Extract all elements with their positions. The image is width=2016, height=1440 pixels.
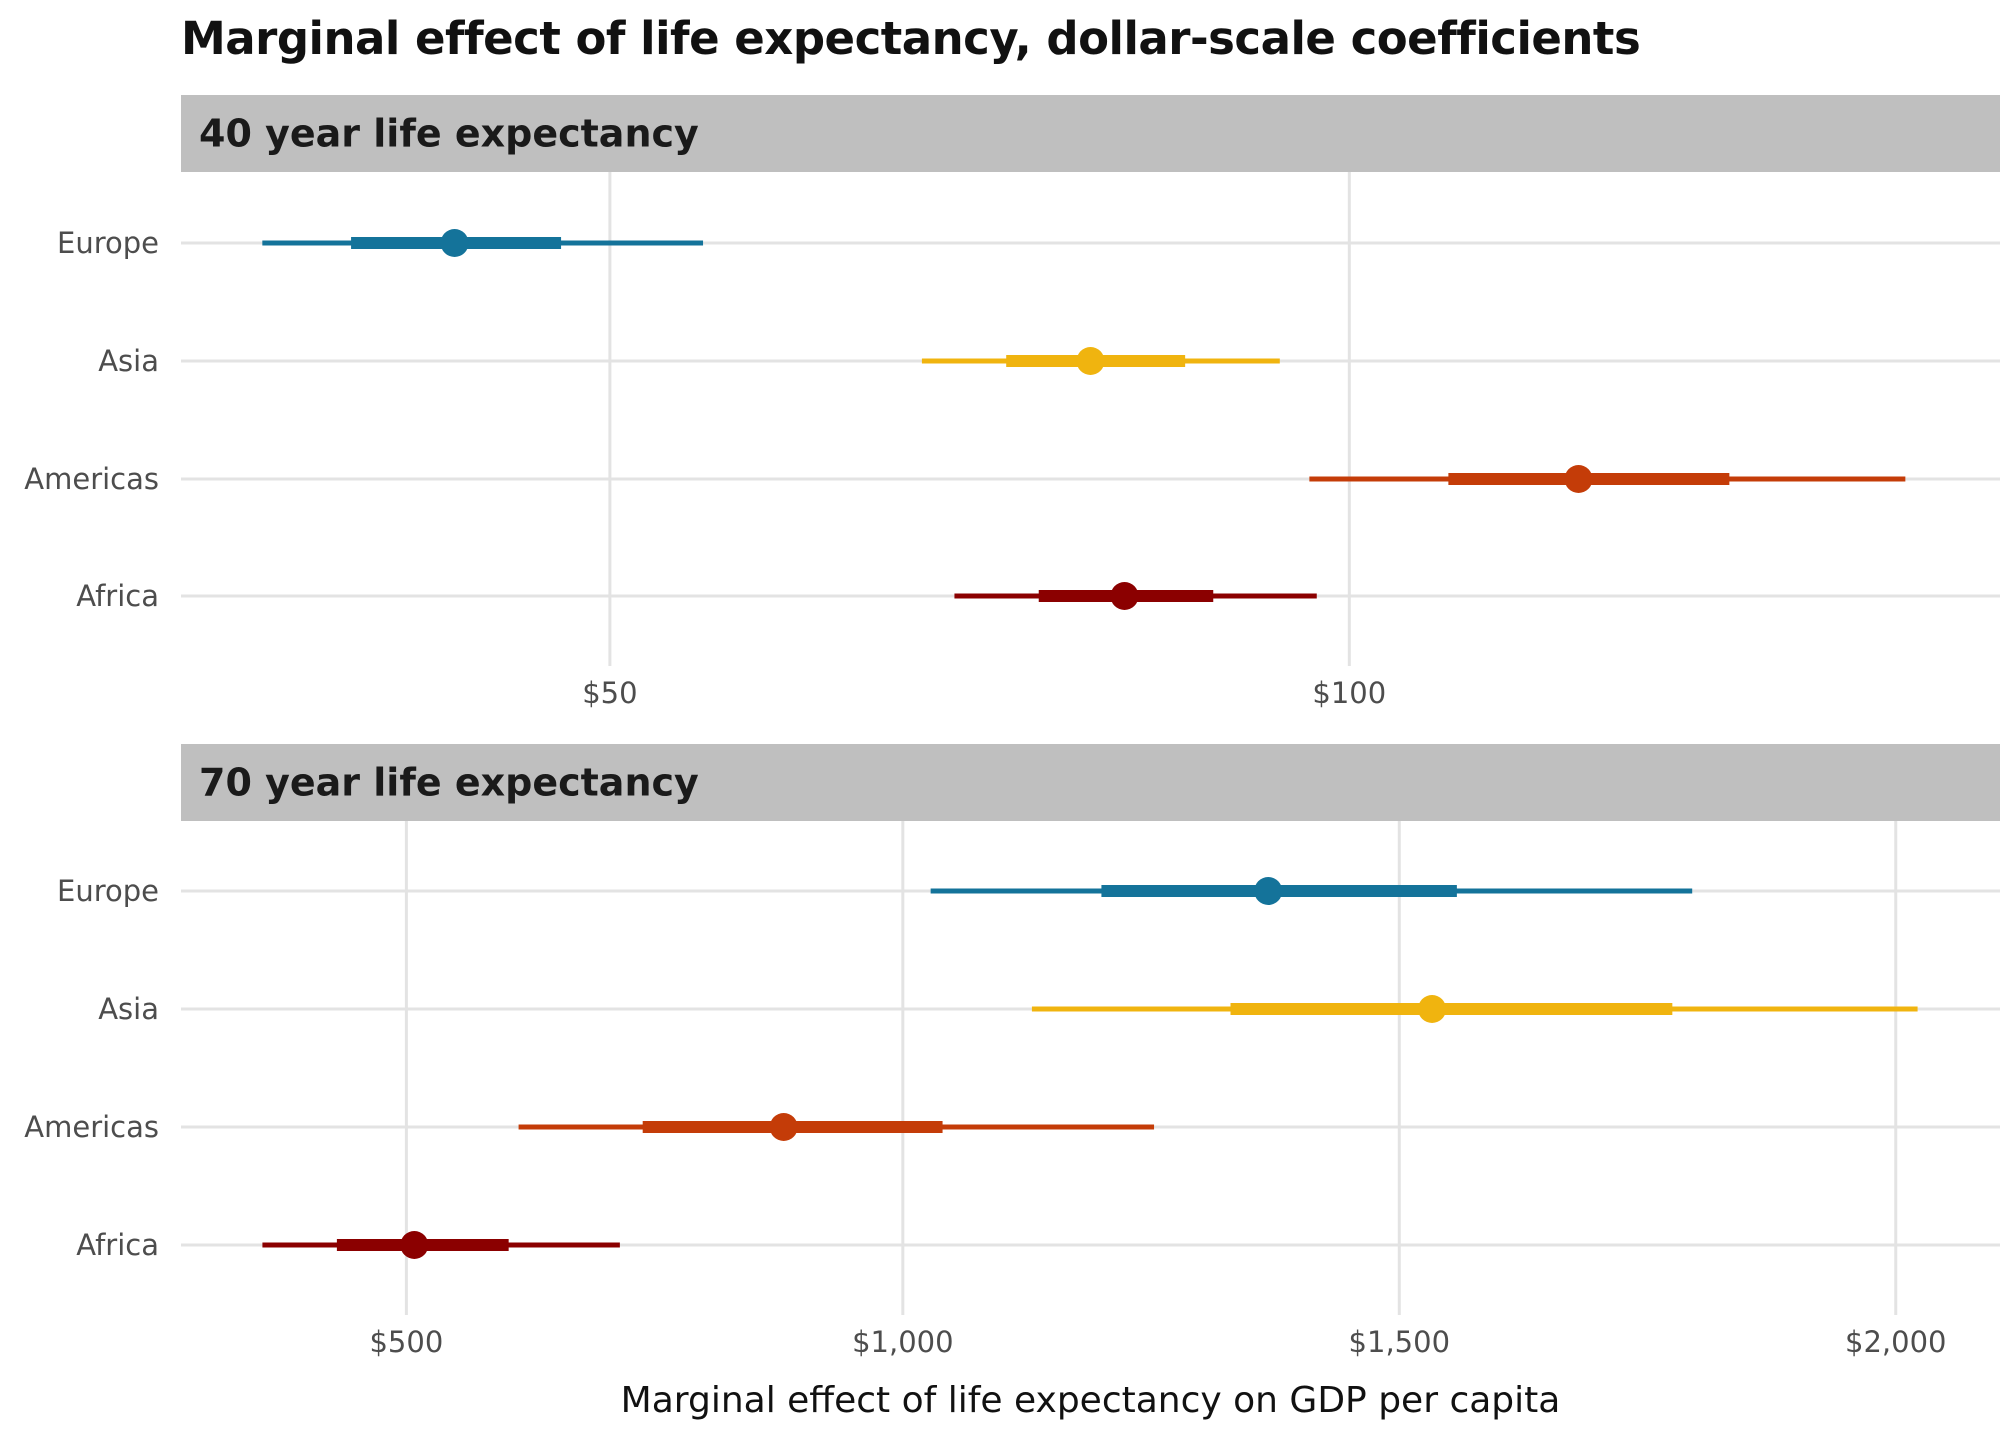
point-estimate-asia [1076,347,1105,375]
panel-strip [181,744,2000,821]
x-tick-label: $2,000 [1845,1325,1946,1359]
x-axis-title: Marginal effect of life expectancy on GD… [621,1380,1561,1421]
panel-strip [181,95,2000,172]
point-estimate-americas [1564,465,1593,493]
panel-title: 70 year life expectancy [199,761,699,805]
category-label: Asia [98,344,159,378]
point-estimate-europe [1254,877,1283,905]
category-label: Africa [76,1228,159,1262]
category-label: Europe [57,874,159,908]
category-label: Asia [98,992,159,1026]
x-tick-label: $1,000 [852,1325,953,1359]
x-tick-label: $1,500 [1349,1325,1450,1359]
category-label: Europe [57,226,159,260]
point-estimate-africa [1110,582,1139,610]
point-estimate-americas [769,1113,798,1141]
category-label: Africa [76,579,159,613]
point-estimate-africa [400,1231,429,1259]
x-tick-label: $500 [369,1325,443,1359]
x-tick-label: $100 [1312,676,1386,710]
chart-title: Marginal effect of life expectancy, doll… [181,12,1641,65]
point-estimate-europe [440,229,469,257]
panel-title: 40 year life expectancy [199,112,699,156]
category-label: Americas [24,462,159,496]
x-tick-label: $50 [582,676,637,710]
category-label: Americas [24,1110,159,1144]
point-estimate-asia [1418,995,1447,1023]
